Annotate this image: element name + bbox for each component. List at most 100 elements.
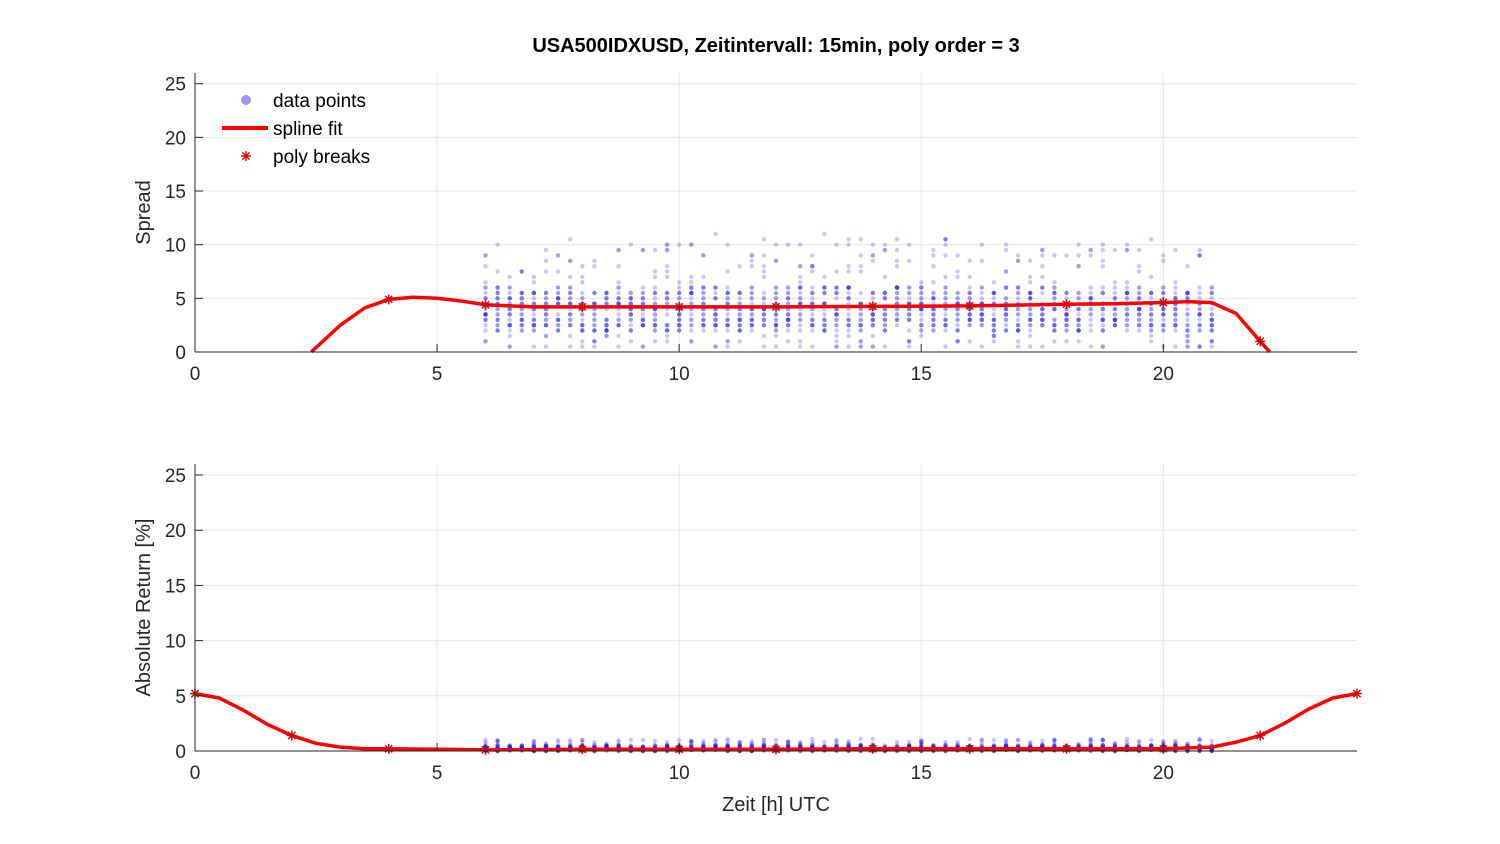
data-point: [919, 333, 924, 339]
data-point: [1088, 296, 1093, 301]
data-point: [1185, 290, 1190, 296]
data-point: [519, 269, 524, 274]
data-point: [568, 258, 573, 263]
data-point: [640, 290, 646, 296]
data-point: [810, 344, 815, 349]
data-point: [1003, 306, 1009, 312]
data-point: [894, 743, 900, 748]
data-point: [713, 743, 718, 748]
data-point: [1076, 306, 1081, 312]
data-point: [677, 323, 682, 328]
data-point: [689, 285, 694, 290]
data-point: [991, 328, 997, 333]
data-point: [1149, 323, 1154, 328]
data-point: [785, 301, 791, 306]
data-point: [483, 328, 488, 333]
data-point: [906, 296, 912, 301]
data-point: [1088, 323, 1093, 328]
data-point: [507, 344, 512, 349]
data-point: [652, 290, 658, 296]
data-point: [495, 743, 500, 748]
data-point: [1088, 285, 1093, 290]
data-point: [604, 328, 609, 333]
data-point: [785, 285, 791, 290]
data-point: [616, 301, 621, 306]
data-point: [725, 312, 730, 317]
data-point: [906, 242, 912, 247]
data-point: [689, 317, 694, 322]
data-point: [616, 301, 621, 306]
data-point: [1003, 306, 1009, 312]
data-point: [785, 296, 791, 301]
data-point: [822, 301, 827, 306]
data-point: [906, 306, 912, 312]
data-point: [1015, 312, 1021, 317]
data-point: [919, 328, 924, 333]
data-point: [870, 290, 875, 296]
data-point: [604, 743, 609, 748]
data-point: [955, 328, 960, 333]
data-point: [664, 269, 670, 274]
data-point: [677, 285, 682, 290]
data-point: [967, 323, 972, 328]
data-point: [1136, 738, 1142, 744]
data-point: [1003, 285, 1009, 290]
data-point: [1112, 290, 1118, 296]
data-point: [628, 290, 633, 296]
data-point: [1173, 323, 1178, 328]
data-point: [979, 317, 984, 322]
data-point: [1040, 274, 1045, 280]
data-point: [785, 323, 791, 328]
data-point: [798, 344, 803, 349]
data-point: [906, 312, 912, 317]
data-point: [870, 317, 875, 322]
data-point: [531, 296, 537, 301]
data-point: [749, 742, 754, 747]
data-point: [580, 323, 585, 328]
data-point: [979, 306, 984, 312]
data-point: [1076, 328, 1081, 333]
data-point: [616, 743, 621, 748]
data-point: [1040, 323, 1045, 328]
x-tick-label: 0: [190, 763, 201, 784]
data-point: [701, 743, 706, 748]
legend-data-points-marker: [241, 95, 251, 105]
data-point: [773, 312, 779, 317]
data-point: [1112, 323, 1118, 328]
data-point: [555, 317, 561, 322]
data-point: [592, 743, 597, 748]
data-point: [906, 743, 912, 748]
data-point: [1197, 312, 1202, 317]
data-point: [1149, 743, 1154, 748]
data-point: [664, 323, 670, 328]
data-point: [1149, 328, 1154, 333]
data-point: [870, 290, 875, 296]
data-point: [1088, 247, 1093, 253]
data-point: [725, 344, 730, 349]
data-point: [894, 285, 900, 290]
data-point: [1197, 290, 1202, 296]
data-point: [568, 743, 573, 748]
data-point: [761, 737, 767, 743]
data-point: [955, 306, 960, 312]
data-point: [580, 296, 585, 301]
data-point: [1088, 296, 1093, 301]
data-point: [882, 247, 888, 253]
data-point: [652, 301, 658, 306]
data-point: [1197, 285, 1202, 290]
data-point: [604, 323, 609, 328]
data-point: [919, 290, 924, 296]
data-point: [628, 312, 633, 317]
data-point: [1015, 285, 1021, 290]
data-point: [616, 743, 621, 748]
data-point: [495, 285, 500, 290]
data-point: [822, 290, 827, 296]
data-point: [1100, 317, 1106, 322]
data-point: [519, 323, 524, 328]
data-point: [531, 744, 537, 749]
data-point: [1052, 323, 1057, 328]
data-point: [1064, 312, 1069, 317]
data-point: [713, 231, 718, 237]
data-point: [1112, 306, 1118, 312]
data-point: [1100, 264, 1106, 269]
